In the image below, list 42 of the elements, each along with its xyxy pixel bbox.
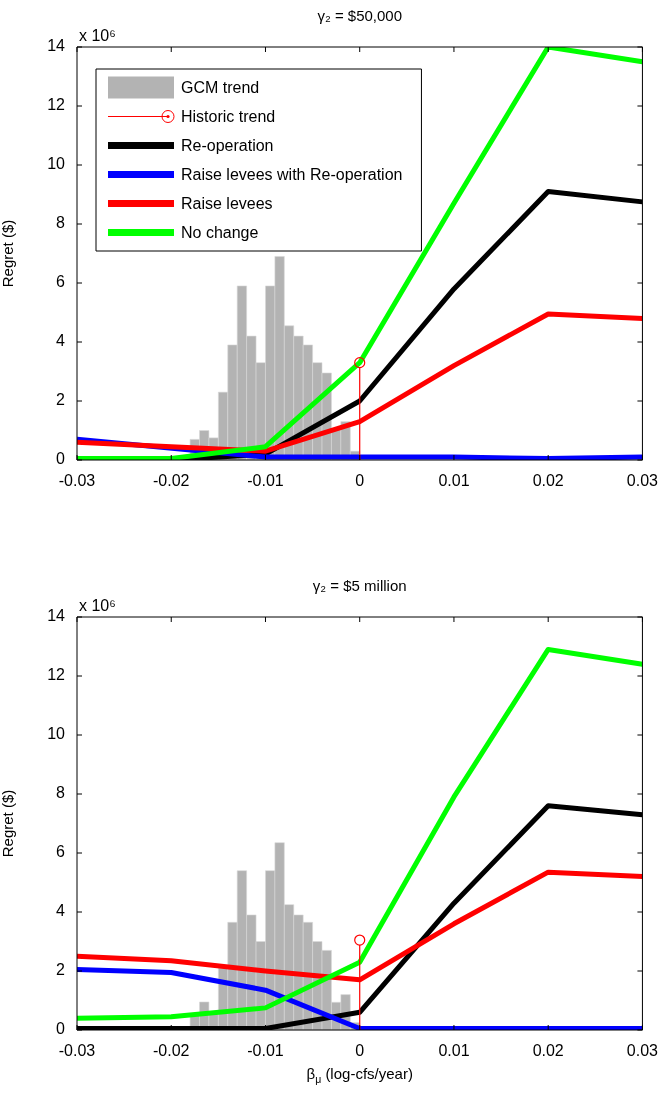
y-axis-title: Regret ($) <box>0 219 17 288</box>
x-tick-label: 0 <box>355 1042 365 1060</box>
legend-label: Re-operation <box>181 136 274 154</box>
y-tick-label: 12 <box>47 96 66 114</box>
y-tick-label: 2 <box>56 961 66 979</box>
y-axis-title: Regret ($) <box>0 789 17 858</box>
chart-title: γ₂ = $50,000 <box>317 7 403 25</box>
legend-label: Raise levees <box>181 194 273 212</box>
y-tick-label: 12 <box>47 666 66 684</box>
x-tick-label: -0.01 <box>247 472 284 490</box>
x-tick-label: -0.03 <box>58 472 96 490</box>
chart-title: γ₂ = $5 million <box>312 577 407 595</box>
x-tick-label: 0.03 <box>626 472 659 490</box>
y-tick-label: 4 <box>56 332 66 350</box>
y-tick-label: 10 <box>47 155 66 173</box>
x-tick-label: 0.02 <box>532 472 564 490</box>
legend-label: Raise levees with Re-operation <box>181 165 403 183</box>
x-tick-label: 0.02 <box>532 1042 564 1060</box>
legend-label: No change <box>181 223 259 241</box>
y-tick-label: 6 <box>56 273 66 291</box>
legend-label: GCM trend <box>181 78 260 96</box>
y-tick-label: 14 <box>47 37 66 55</box>
x-tick-label: -0.01 <box>247 1042 284 1060</box>
y-tick-label: 14 <box>47 607 66 625</box>
text: x 10⁶ <box>79 597 116 615</box>
y-tick-label: 8 <box>56 784 66 802</box>
x-tick-label: 0 <box>355 472 365 490</box>
x-tick-label: -0.02 <box>153 1042 190 1060</box>
y-tick-label: 4 <box>56 902 66 920</box>
x-tick-label: -0.03 <box>58 1042 96 1060</box>
legend-label: Historic trend <box>181 107 276 125</box>
y-tick-label: 8 <box>56 214 66 232</box>
x-tick-label: 0.01 <box>438 472 470 490</box>
y-tick-label: 0 <box>56 1020 66 1038</box>
y-tick-label: 10 <box>47 725 66 743</box>
x-tick-label: 0.01 <box>438 1042 470 1060</box>
y-tick-label: 2 <box>56 391 66 409</box>
y-tick-label: 6 <box>56 843 66 861</box>
y-tick-label: 0 <box>56 450 66 468</box>
x-tick-label: 0.03 <box>626 1042 659 1060</box>
text: x 10⁶ <box>79 27 116 45</box>
x-tick-label: -0.02 <box>153 472 190 490</box>
